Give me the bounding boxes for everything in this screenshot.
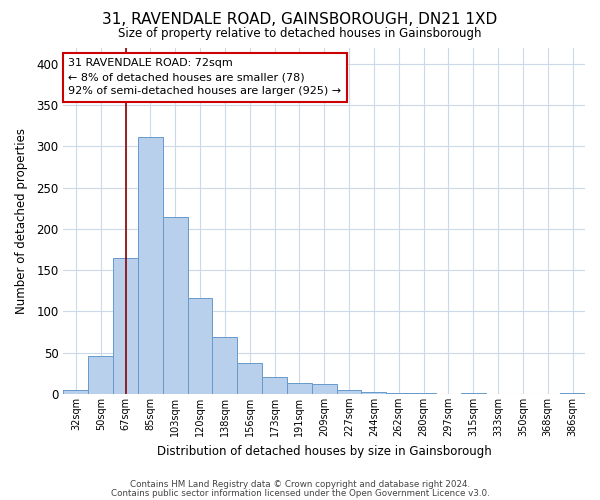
X-axis label: Distribution of detached houses by size in Gainsborough: Distribution of detached houses by size …: [157, 444, 491, 458]
Text: 31 RAVENDALE ROAD: 72sqm
← 8% of detached houses are smaller (78)
92% of semi-de: 31 RAVENDALE ROAD: 72sqm ← 8% of detache…: [68, 58, 341, 96]
Bar: [337, 390, 361, 394]
Text: Contains public sector information licensed under the Open Government Licence v3: Contains public sector information licen…: [110, 488, 490, 498]
Bar: [312, 384, 337, 394]
Y-axis label: Number of detached properties: Number of detached properties: [15, 128, 28, 314]
Bar: [411, 393, 436, 394]
Bar: [138, 136, 163, 394]
Bar: [237, 362, 262, 394]
Bar: [188, 298, 212, 394]
Bar: [386, 393, 411, 394]
Bar: [287, 383, 312, 394]
Text: Contains HM Land Registry data © Crown copyright and database right 2024.: Contains HM Land Registry data © Crown c…: [130, 480, 470, 489]
Bar: [113, 258, 138, 394]
Text: Size of property relative to detached houses in Gainsborough: Size of property relative to detached ho…: [118, 28, 482, 40]
Bar: [262, 378, 287, 394]
Bar: [212, 337, 237, 394]
Bar: [64, 390, 88, 394]
Bar: [88, 356, 113, 394]
Bar: [461, 393, 485, 394]
Bar: [163, 216, 188, 394]
Bar: [361, 392, 386, 394]
Bar: [560, 393, 585, 394]
Text: 31, RAVENDALE ROAD, GAINSBOROUGH, DN21 1XD: 31, RAVENDALE ROAD, GAINSBOROUGH, DN21 1…: [103, 12, 497, 28]
